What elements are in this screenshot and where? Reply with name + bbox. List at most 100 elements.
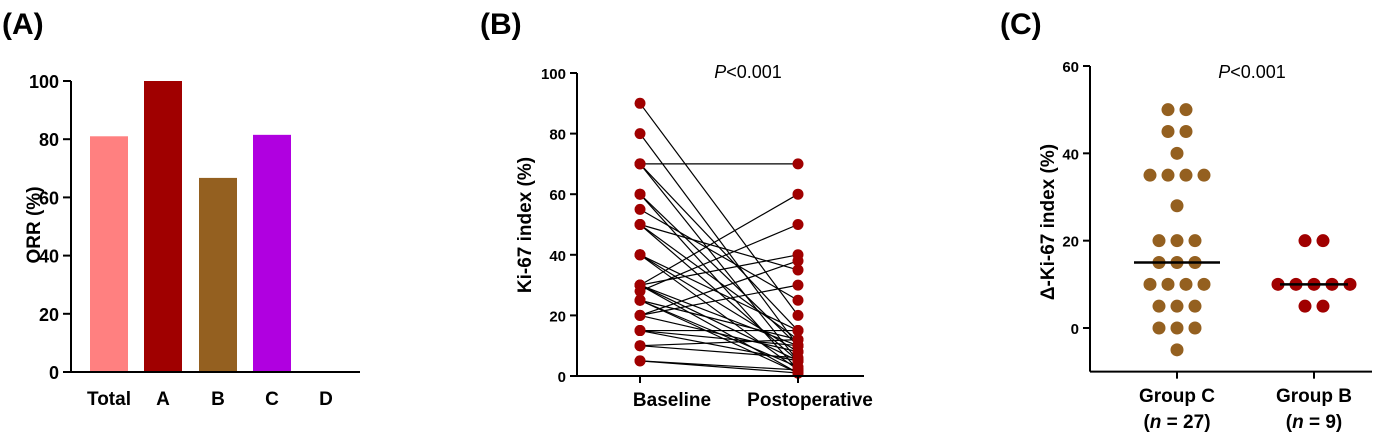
paired-line — [639, 254, 799, 371]
baseline-point — [634, 325, 646, 337]
paired-line — [639, 314, 799, 353]
paired-line — [639, 284, 799, 374]
baseline-point — [634, 188, 646, 200]
y-tick-label: 20 — [39, 305, 59, 325]
group-point — [1179, 125, 1193, 138]
baseline-point — [634, 158, 646, 170]
y-tick-label: 0 — [558, 369, 566, 386]
group-point — [1170, 199, 1184, 213]
group-point — [1161, 277, 1175, 291]
panel-c-x-ticks: Group C (n = 27) Group B (n = 9) — [1139, 386, 1352, 433]
group-point — [1170, 146, 1184, 160]
panel-c-p-italic: P — [1218, 62, 1230, 82]
baseline-point — [634, 219, 646, 230]
postoperative-point — [792, 334, 804, 346]
paired-line — [639, 260, 799, 316]
paired-line — [639, 223, 799, 271]
group-point — [1298, 234, 1312, 248]
baseline-point — [634, 355, 646, 367]
panel-b-x-ticks: Baseline Postoperative — [633, 390, 873, 411]
bar-a — [144, 81, 182, 372]
baseline-point — [634, 97, 646, 109]
x-tick-label: A — [156, 389, 170, 410]
x-tick-label: Total — [87, 389, 131, 410]
panel-c-medians — [1134, 261, 1348, 286]
y-tick-label: 100 — [29, 72, 59, 92]
group-point — [1179, 103, 1193, 117]
group-point — [1197, 277, 1211, 291]
paired-line — [639, 339, 799, 347]
x-tick-sample-size: (n = 9) — [1286, 412, 1343, 433]
group-point — [1161, 168, 1175, 182]
panel-a: (A) ORR (%) 0 20 40 60 80 100 Total A B C D — [2, 8, 360, 410]
group-point — [1179, 277, 1193, 291]
paired-line — [639, 299, 799, 374]
panel-c-y-ticks: 0 20 40 60 — [1062, 59, 1090, 338]
x-tick-label: B — [211, 389, 225, 410]
postoperative-point — [792, 188, 804, 200]
baseline-point — [634, 340, 646, 352]
paired-line — [639, 223, 799, 292]
group-point — [1161, 125, 1175, 138]
x-tick-label: Baseline — [633, 390, 711, 411]
paired-line — [639, 329, 799, 347]
panel-c-axes — [1089, 66, 1372, 379]
group-point — [1170, 343, 1184, 357]
bar-total — [90, 136, 128, 372]
postoperative-point — [792, 309, 804, 321]
panel-b-p-text: <0.001 — [726, 62, 782, 82]
y-tick-label: 80 — [39, 130, 59, 150]
postoperative-point — [792, 158, 804, 170]
panel-c-y-axis-label: Δ-Ki-67 index (%) — [1038, 144, 1059, 300]
y-tick-label: 0 — [1071, 321, 1079, 338]
x-tick-label: D — [319, 389, 333, 410]
paired-line — [639, 284, 799, 347]
panel-a-label: (A) — [2, 8, 44, 41]
paired-line — [639, 360, 799, 374]
group-point — [1152, 234, 1166, 248]
postoperative-point — [792, 255, 804, 267]
group-point — [1170, 299, 1184, 313]
x-tick-label: C — [265, 389, 279, 410]
panel-a-bars — [90, 81, 291, 372]
postoperative-point — [792, 294, 804, 306]
y-tick-label: 40 — [1062, 146, 1079, 163]
group-point — [1188, 321, 1202, 335]
y-tick-label: 100 — [541, 66, 566, 83]
paired-line — [639, 345, 799, 359]
paired-line — [639, 284, 799, 316]
x-tick-sample-size: (n = 27) — [1143, 412, 1210, 433]
panel-b-p-value: P<0.001 — [714, 62, 782, 82]
group-point — [1143, 277, 1157, 291]
y-tick-label: 20 — [1062, 234, 1079, 251]
paired-line — [639, 102, 799, 316]
group-point — [1188, 299, 1202, 313]
postoperative-point — [792, 219, 804, 230]
baseline-point — [634, 285, 646, 297]
group-point — [1170, 234, 1184, 248]
group-point — [1152, 321, 1166, 335]
group-point — [1316, 299, 1330, 313]
group-point — [1271, 277, 1285, 291]
group-point — [1188, 234, 1202, 248]
panel-c-p-value: P<0.001 — [1218, 62, 1286, 82]
group-point — [1298, 299, 1312, 313]
group-point — [1161, 103, 1175, 117]
group-point — [1179, 168, 1193, 182]
panel-a-axes — [70, 81, 360, 373]
x-tick-label: Group B — [1276, 386, 1352, 407]
panel-b: (B) Ki-67 index (%) P<0.001 0 20 40 60 80 100… — [480, 8, 873, 411]
y-tick-label: 0 — [49, 363, 59, 383]
paired-line — [639, 224, 799, 341]
panel-c: (C) Δ-Ki-67 index (%) P<0.001 0 20 40 60 Gr… — [1000, 8, 1372, 433]
y-tick-label: 40 — [549, 248, 566, 265]
x-tick-label: Postoperative — [747, 390, 873, 411]
panel-c-label: (C) — [1000, 8, 1042, 41]
baseline-point — [634, 128, 646, 140]
postoperative-point — [792, 264, 804, 276]
baseline-point — [634, 294, 646, 306]
y-tick-label: 60 — [549, 187, 566, 204]
group-point — [1343, 277, 1357, 291]
panel-a-y-axis-label: ORR (%) — [24, 186, 45, 263]
